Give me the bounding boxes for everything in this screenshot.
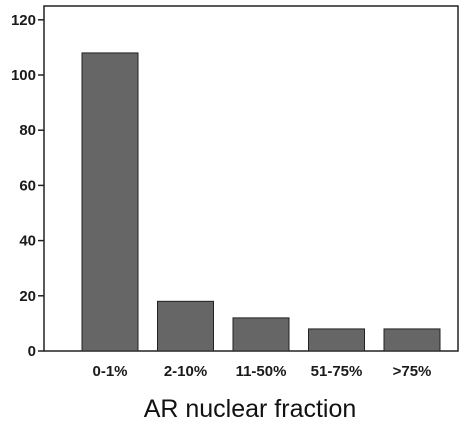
bar-1 [81, 52, 139, 352]
y-tick-label: 40 [19, 233, 36, 250]
x-tick-label: 11-50% [236, 363, 287, 380]
x-tick-label: 2-10% [164, 363, 207, 380]
y-tick-label: 120 [11, 12, 36, 29]
x-tick-label: >75% [393, 363, 432, 380]
x-axis: 0-1% 2-10% 11-50% 51-75% >75% [92, 363, 431, 380]
x-tick-label: 0-1% [92, 363, 127, 380]
x-tick-label: 51-75% [311, 363, 363, 380]
y-tick-label: 100 [11, 67, 36, 84]
x-axis-title: AR nuclear fraction [144, 395, 357, 423]
y-tick-label: 20 [19, 288, 36, 305]
y-tick-label: 80 [19, 122, 36, 139]
bar-3 [232, 317, 290, 352]
bar-5 [383, 328, 441, 352]
y-axis: 0 20 40 60 80 100 120 [11, 12, 44, 360]
y-tick-label: 0 [28, 343, 36, 360]
bar-4 [308, 328, 365, 352]
bars [81, 52, 441, 352]
bar-2 [157, 300, 214, 352]
y-tick-label: 60 [19, 177, 36, 194]
